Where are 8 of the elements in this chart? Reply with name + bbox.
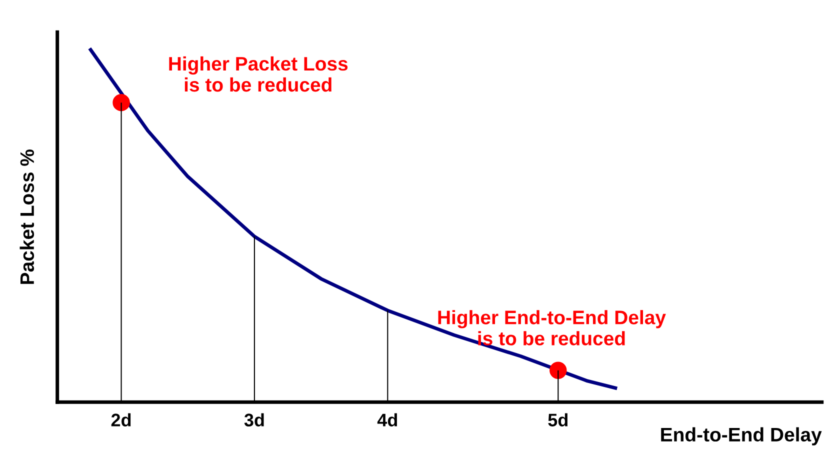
y-axis-title: Packet Loss % <box>20 150 34 284</box>
x-axis-title: End-to-End Delay <box>661 427 822 446</box>
x-tick-label: 3d <box>244 413 264 426</box>
x-tick-label: 5d <box>548 413 568 426</box>
annotation: Higher Packet Loss is to be reduced <box>169 56 348 92</box>
x-tick-label: 4d <box>377 413 397 426</box>
x-tick-label: 2d <box>111 413 131 426</box>
annotation: Higher End-to-End Delay is to be reduced <box>438 310 666 346</box>
